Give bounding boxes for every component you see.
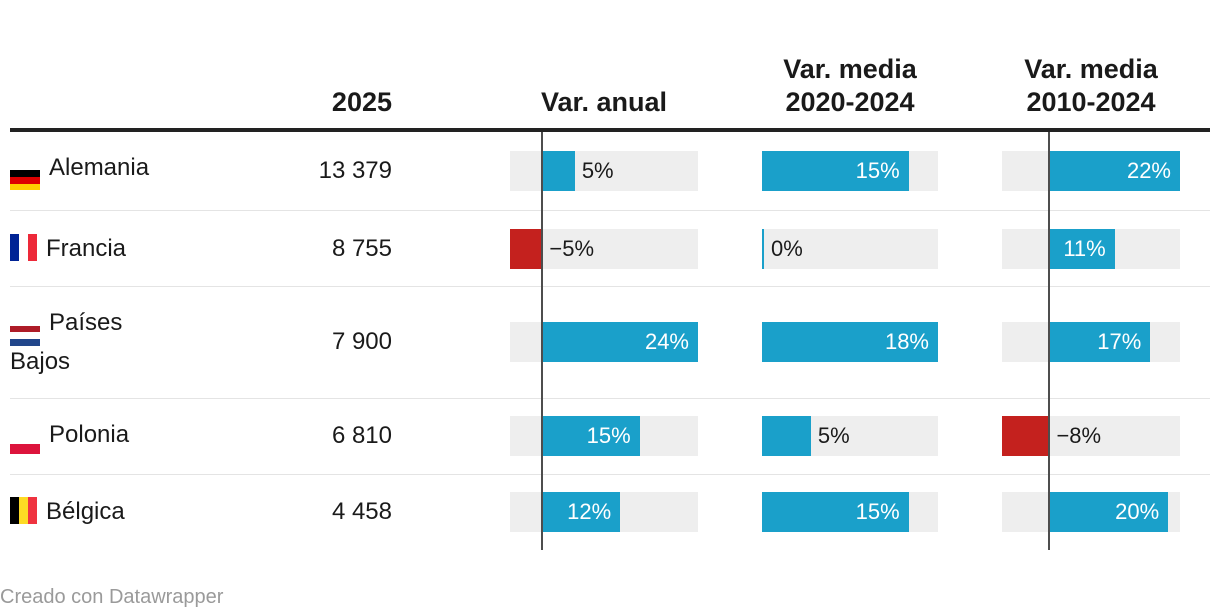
bar	[762, 228, 764, 269]
country-name: Bélgica	[46, 498, 125, 526]
bar-track: 5%	[762, 416, 938, 457]
bar-label: 5%	[581, 158, 614, 184]
bar-label: 15%	[855, 158, 900, 184]
bar-track: −8%	[1002, 416, 1180, 457]
bar-track: 15%	[762, 151, 938, 192]
germany-flag-icon	[10, 170, 40, 191]
netherlands-flag-icon	[10, 325, 40, 346]
country-name: Francia	[46, 234, 127, 262]
bar	[542, 416, 640, 457]
table-row: Alemania 13 379 5% 15% 22%	[10, 132, 1210, 210]
bar	[1049, 492, 1169, 533]
header-line: Var. media	[1024, 54, 1158, 84]
bar-track: 17%	[1002, 322, 1180, 363]
bar-track: 0%	[762, 228, 938, 269]
bar-label: 5%	[817, 423, 850, 449]
bar	[762, 151, 909, 192]
bar-label: 17%	[1097, 329, 1142, 355]
bar	[762, 322, 938, 363]
column-header-var-media-2020-2024: Var. media 2020-2024	[752, 53, 948, 119]
bar-label: 11%	[1063, 235, 1106, 261]
datawrapper-table-chart: 2025 Var. anual Var. media 2020-2024 Var…	[10, 0, 1210, 550]
table-header: 2025 Var. anual Var. media 2020-2024 Var…	[10, 0, 1210, 132]
table-row: Bélgica 4 458 12% 15% 20%	[10, 473, 1210, 550]
country-cell: Francia	[10, 213, 182, 285]
bar-track: 24%	[510, 322, 698, 363]
bar	[1002, 416, 1050, 457]
country-name: Polonia	[49, 420, 130, 448]
bar-label: −5%	[549, 235, 595, 261]
bar-track: 15%	[762, 492, 938, 533]
bar-track: 20%	[1002, 492, 1180, 533]
france-flag-icon	[10, 233, 37, 261]
column-header-var-media-2010-2024: Var. media 2010-2024	[992, 53, 1190, 119]
bar-label: −8%	[1056, 423, 1102, 449]
header-line: 2020-2024	[785, 87, 915, 117]
zero-axis-line	[1048, 132, 1051, 550]
country-cell: Alemania	[10, 132, 182, 210]
table-body: Alemania 13 379 5% 15% 22% Francia 8 755…	[10, 132, 1210, 550]
bar-track: 18%	[762, 322, 938, 363]
column-header-var-anual: Var. anual	[540, 87, 668, 117]
bar	[542, 322, 698, 363]
header-line: 2010-2024	[1026, 87, 1156, 117]
bar-track: 12%	[510, 492, 698, 533]
value-2025: 8 755	[331, 234, 392, 262]
country-name: Alemania	[49, 154, 150, 181]
bar	[762, 416, 811, 457]
country-cell: Bélgica	[10, 476, 182, 548]
datawrapper-credit-link[interactable]: Creado con Datawrapper	[0, 585, 224, 608]
country-cell: Polonia	[10, 399, 182, 474]
bar	[1049, 151, 1180, 192]
header-line: Var. media	[783, 54, 917, 84]
country-cell: Países Bajos	[10, 287, 182, 397]
bar-track: 22%	[1002, 151, 1180, 192]
bar-track: 11%	[1002, 228, 1180, 269]
value-2025: 6 810	[331, 422, 392, 450]
bar-track: 5%	[510, 151, 698, 192]
bar	[542, 492, 621, 533]
bar-label: 12%	[567, 499, 612, 525]
zero-axis-line	[541, 132, 544, 550]
table-row: Países Bajos 7 900 24% 18% 17%	[10, 286, 1210, 397]
belgium-flag-icon	[10, 497, 37, 525]
value-2025: 13 379	[318, 157, 392, 185]
bar-label: 20%	[1115, 499, 1160, 525]
column-header-2025: 2025	[331, 87, 392, 117]
bar-label: 0%	[771, 235, 803, 261]
table-row: Polonia 6 810 15% 5% −8%	[10, 397, 1210, 474]
table-row: Francia 8 755 −5% 0% 11%	[10, 210, 1210, 286]
value-2025: 4 458	[331, 498, 392, 526]
bar	[1049, 228, 1115, 269]
bar	[510, 228, 543, 269]
bar-label: 24%	[644, 329, 689, 355]
bar-track: 15%	[510, 416, 698, 457]
country-name: Países Bajos	[10, 309, 123, 375]
bar	[1049, 322, 1151, 363]
bar-label: 15%	[855, 499, 900, 525]
value-2025: 7 900	[331, 328, 392, 356]
bar-label: 22%	[1126, 158, 1171, 184]
bar-label: 18%	[884, 329, 929, 355]
poland-flag-icon	[10, 433, 40, 454]
bar	[762, 492, 909, 533]
bar	[542, 151, 575, 192]
bar-track: −5%	[510, 228, 698, 269]
bar-label: 15%	[586, 423, 631, 449]
